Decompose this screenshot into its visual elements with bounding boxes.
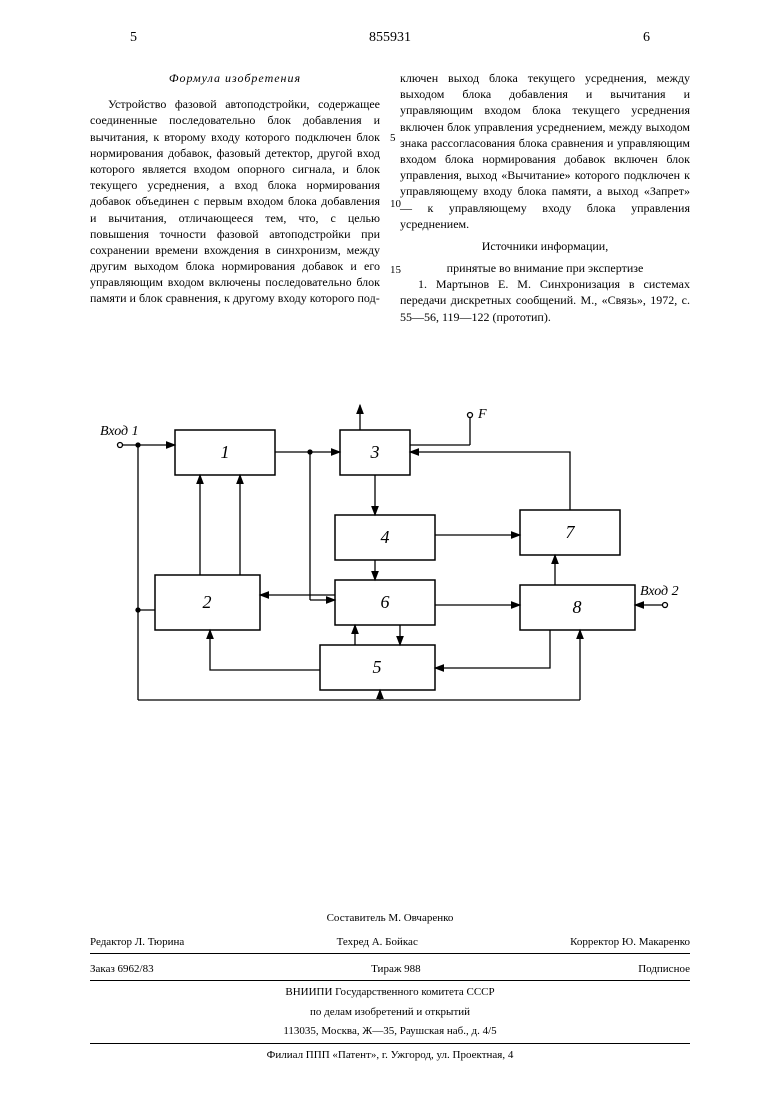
footer-editor: Редактор Л. Тюрина bbox=[90, 935, 184, 950]
label-8: 8 bbox=[573, 597, 582, 617]
sources-heading: Источники информации, bbox=[400, 238, 690, 254]
input2-label: Вход 2 bbox=[640, 584, 679, 599]
footer-corrector: Корректор Ю. Макаренко bbox=[570, 935, 690, 950]
label-4: 4 bbox=[381, 527, 390, 547]
footer: Составитель М. Овчаренко Редактор Л. Тюр… bbox=[90, 911, 690, 1063]
page-number-left: 5 bbox=[130, 30, 137, 46]
footer-techred: Техред А. Бойкас bbox=[337, 935, 418, 950]
footer-org1: ВНИИПИ Государственного комитета СССР bbox=[90, 985, 690, 1000]
footer-order-row: Заказ 6962/83 Тираж 988 Подписное bbox=[90, 958, 690, 977]
claim-text-right: ключен выход блока текущего усреднения, … bbox=[400, 70, 690, 232]
footer-addr1: 113035, Москва, Ж—35, Раушская наб., д. … bbox=[90, 1024, 690, 1039]
line-marker-15: 15 bbox=[390, 264, 401, 276]
footer-compiler: Составитель М. Овчаренко bbox=[90, 911, 690, 926]
divider bbox=[90, 953, 690, 954]
footer-tirazh: Тираж 988 bbox=[371, 962, 421, 977]
f-label: F bbox=[477, 407, 487, 422]
input1-label: Вход 1 bbox=[100, 424, 139, 439]
column-right: ключен выход блока текущего усреднения, … bbox=[400, 70, 690, 325]
formula-title: Формула изобретения bbox=[90, 70, 380, 86]
label-7: 7 bbox=[566, 522, 576, 542]
line-marker-5: 5 bbox=[390, 132, 396, 144]
footer-org2: по делам изобретений и открытий bbox=[90, 1005, 690, 1020]
divider bbox=[90, 1043, 690, 1044]
label-3: 3 bbox=[370, 442, 380, 462]
line-marker-10: 10 bbox=[390, 198, 401, 210]
page-number-right: 6 bbox=[643, 30, 650, 46]
document-number: 855931 bbox=[369, 30, 411, 46]
block-diagram: 1 3 2 4 6 5 7 8 bbox=[100, 400, 680, 720]
label-2: 2 bbox=[203, 592, 212, 612]
label-5: 5 bbox=[373, 657, 382, 677]
footer-order: Заказ 6962/83 bbox=[90, 962, 154, 977]
column-left: Формула изобретения Устройство фазовой а… bbox=[90, 70, 380, 325]
label-1: 1 bbox=[221, 442, 230, 462]
claim-text-left: Устройство фазовой автоподстройки, содер… bbox=[90, 96, 380, 306]
footer-credits-row: Редактор Л. Тюрина Техред А. Бойкас Корр… bbox=[90, 931, 690, 950]
sources-entry: 1. Мартынов Е. М. Синхронизация в систем… bbox=[400, 276, 690, 325]
footer-addr2: Филиал ППП «Патент», г. Ужгород, ул. Про… bbox=[90, 1048, 690, 1063]
sources-sub: принятые во внимание при экспертизе bbox=[400, 260, 690, 276]
footer-podpisnoe: Подписное bbox=[638, 962, 690, 977]
label-6: 6 bbox=[381, 592, 390, 612]
divider bbox=[90, 980, 690, 981]
